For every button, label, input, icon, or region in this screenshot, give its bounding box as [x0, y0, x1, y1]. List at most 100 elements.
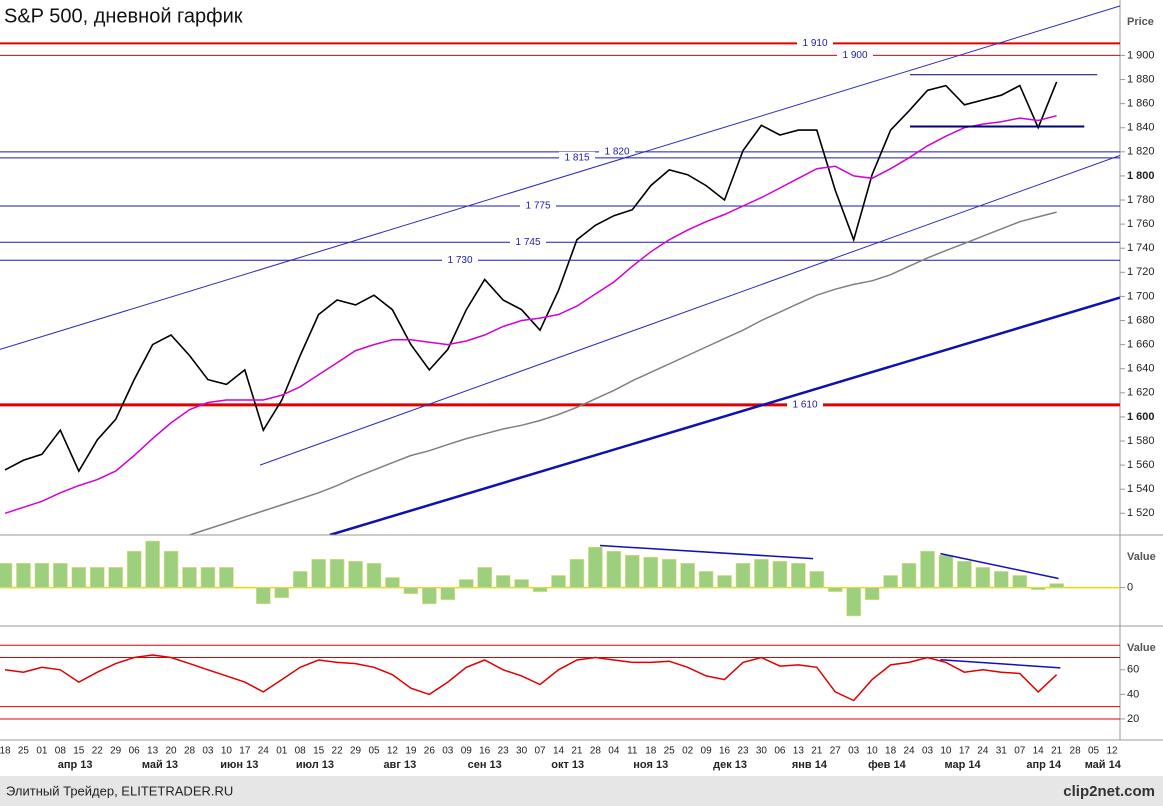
month-label: май 14 — [1085, 759, 1122, 771]
month-label: сен 13 — [468, 759, 502, 771]
x-tick-label: 28 — [590, 746, 602, 757]
x-tick-label: 26 — [424, 746, 436, 757]
y-tick-label: 1 600 — [1127, 411, 1155, 423]
histogram-bar — [938, 554, 954, 588]
level-label-bg — [520, 200, 556, 213]
y-tick-label: 1 700 — [1127, 290, 1155, 302]
month-label: июн 13 — [220, 759, 258, 771]
level-label: 1 730 — [447, 255, 472, 266]
x-tick-label: 16 — [479, 746, 491, 757]
level-label-bg — [837, 49, 873, 62]
footer-right[interactable]: clip2net.com — [1063, 783, 1155, 800]
x-tick-label: 15 — [313, 746, 325, 757]
histogram-bar — [385, 577, 400, 588]
level-label: 1 775 — [525, 201, 550, 212]
y-tick-label: 1 880 — [1127, 73, 1155, 85]
histogram-bar — [403, 587, 419, 594]
x-tick-label: 08 — [55, 746, 67, 757]
y-tick-label: 1 580 — [1127, 435, 1155, 447]
chart-title: S&P 500, дневной гарфик — [4, 5, 243, 27]
month-label: апр 14 — [1026, 759, 1062, 771]
histogram-bar — [901, 563, 917, 588]
histogram-bar — [754, 558, 769, 588]
histogram-bar — [698, 571, 714, 588]
month-label: дек 13 — [713, 759, 747, 771]
x-tick-label: 24 — [903, 746, 915, 757]
histogram-bar — [292, 571, 308, 588]
histogram-bar — [975, 567, 991, 588]
y-axis-title: Price — [1127, 16, 1154, 28]
x-tick-label: 18 — [645, 746, 657, 757]
histogram-bar — [89, 567, 105, 588]
histogram-bar — [34, 563, 50, 588]
x-tick-label: 06 — [774, 746, 786, 757]
trend-line — [259, 154, 1120, 466]
histogram-bar — [606, 550, 622, 588]
trend-line — [599, 544, 814, 560]
panel: 1 910 1 900 1 820 1 815 1 775 1 745 1 730 1 610 — [0, 5, 1120, 535]
histogram-bar — [864, 587, 880, 601]
x-tick-label: 16 — [719, 746, 731, 757]
month-label: апр 13 — [58, 759, 93, 771]
histogram-bar — [366, 563, 382, 588]
y-tick-label: 1 800 — [1127, 170, 1155, 182]
y-tick-label: 1 640 — [1127, 363, 1155, 375]
level-label-bg — [510, 236, 546, 249]
histogram-bar — [71, 567, 87, 588]
histogram-bar — [846, 587, 862, 617]
histogram-bar — [1012, 575, 1028, 588]
x-tick-label: 03 — [442, 746, 454, 757]
level-label-bg — [599, 145, 635, 158]
x-tick-label: 08 — [295, 746, 307, 757]
y-tick-label: 1 760 — [1127, 218, 1155, 230]
histogram-bar — [182, 567, 197, 588]
x-tick-label: 21 — [811, 746, 823, 757]
trend-line — [329, 296, 1120, 535]
x-tick-label: 28 — [1070, 746, 1082, 757]
histogram-bar — [680, 563, 695, 588]
y-tick-label: 1 660 — [1127, 339, 1155, 351]
level-label: 1 745 — [515, 237, 540, 248]
y-tick-label: 1 860 — [1127, 98, 1155, 110]
month-label: янв 14 — [792, 759, 828, 771]
y-axis-title: Value — [1127, 642, 1156, 654]
histogram-bar — [809, 571, 825, 588]
x-tick-label: 17 — [239, 746, 251, 757]
x-tick-label: 30 — [756, 746, 768, 757]
y-tick-label: 1 720 — [1127, 266, 1155, 278]
x-tick-label: 05 — [1088, 746, 1100, 757]
level-label-bg — [797, 37, 833, 50]
histogram-bar — [569, 558, 585, 588]
y-tick-label: 1 900 — [1127, 49, 1155, 61]
level-label-bg — [442, 254, 478, 267]
x-tick-label: 10 — [221, 746, 233, 757]
x-tick-label: 18 — [885, 746, 897, 757]
y-tick-label: 1 560 — [1127, 459, 1155, 471]
histogram-bar — [108, 567, 123, 588]
y-tick-label: 1 740 — [1127, 242, 1155, 254]
x-tick-label: 31 — [996, 746, 1008, 757]
x-tick-label: 12 — [387, 746, 399, 757]
histogram-bar — [717, 575, 732, 588]
series-line — [4, 114, 1057, 515]
x-tick-label: 06 — [129, 746, 141, 757]
histogram-bar — [440, 587, 456, 601]
x-tick-label: 19 — [405, 746, 417, 757]
month-label: окт 13 — [551, 759, 584, 771]
histogram-bar — [16, 563, 31, 588]
x-tick-label: 01 — [276, 746, 288, 757]
x-tick-label: 25 — [664, 746, 676, 757]
x-tick-label: 10 — [867, 746, 879, 757]
footer-left: Элитный Трейдер, ELITETRADER.RU — [6, 783, 233, 798]
histogram-bar — [163, 550, 179, 588]
footer-bar — [0, 776, 1163, 806]
y-axis-title: Value — [1127, 551, 1156, 563]
y-tick-label: 1 620 — [1127, 387, 1155, 399]
histogram-bar — [348, 560, 363, 588]
y-tick-label: 1 780 — [1127, 194, 1155, 206]
y-tick-label: 1 840 — [1127, 122, 1155, 134]
histogram-bar — [588, 546, 603, 588]
x-tick-label: 15 — [73, 746, 85, 757]
histogram-bar — [477, 567, 493, 588]
level-label-bg — [787, 398, 823, 411]
